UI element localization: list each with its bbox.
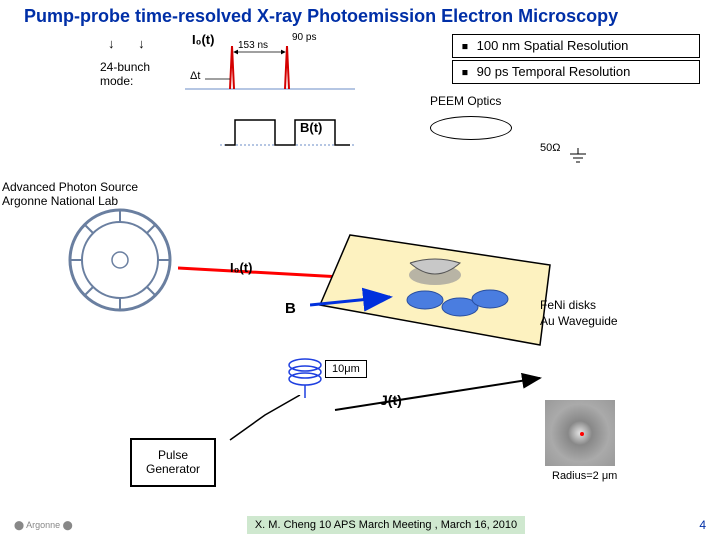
slide-footer: ⬤ Argonne ⬤ X. M. Cheng 10 APS March Mee… <box>0 516 720 534</box>
pulse-generator-box: Pulse Generator <box>130 438 216 487</box>
pulse-gen-connector <box>225 395 305 445</box>
down-arrows: ↓ ↓ <box>108 36 155 51</box>
bt-label: B(t) <box>300 120 322 135</box>
bunch-mode-label: 24-bunch mode: <box>100 60 150 88</box>
footer-citation: X. M. Cheng 10 APS March Meeting , March… <box>247 516 525 534</box>
bullet-icon: ▪ <box>461 65 477 80</box>
footer-logos: ⬤ Argonne ⬤ <box>14 520 73 531</box>
slide-title: Pump-probe time-resolved X-ray Photoemis… <box>24 6 618 27</box>
jt-current-arrow <box>325 370 555 430</box>
ground-icon <box>568 148 588 168</box>
temporal-res-text: 90 ps Temporal Resolution <box>477 64 631 79</box>
peem-optics-ellipse <box>430 116 512 140</box>
vortex-core-dot <box>580 432 584 436</box>
jt-label: J(t) <box>380 392 402 408</box>
sample-labels: FeNi disks Au Waveguide <box>540 298 618 329</box>
peem-optics-label: PEEM Optics <box>430 94 501 108</box>
aps-line1: Advanced Photon Source <box>2 180 138 194</box>
waveguide-label: Au Waveguide <box>540 314 618 328</box>
i0t-label-beam: I₀(t) <box>230 260 252 275</box>
spatial-resolution-box: ▪ 100 nm Spatial Resolution <box>452 34 700 58</box>
b-field-label: B <box>285 300 296 317</box>
temporal-resolution-box: ▪ 90 ps Temporal Resolution <box>452 60 700 84</box>
pulse-train-graph <box>185 34 355 104</box>
footer-page-number: 4 <box>699 518 706 532</box>
feni-disk-label: FeNi disks <box>540 298 596 312</box>
coil-icon <box>280 350 330 400</box>
radius-label: Radius=2 μm <box>552 470 617 482</box>
storage-ring-icon <box>60 200 180 320</box>
bt-square-wave <box>220 110 355 160</box>
waveguide-sample <box>310 225 570 375</box>
load-label: 50Ω <box>540 142 560 154</box>
bullet-icon: ▪ <box>461 39 477 54</box>
spatial-res-text: 100 nm Spatial Resolution <box>477 38 629 53</box>
